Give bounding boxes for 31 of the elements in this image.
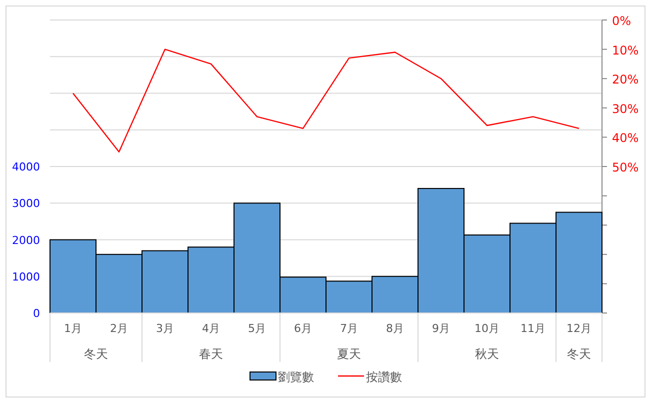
x-tick-label: 12月	[566, 322, 592, 335]
x-tick-label: 7月	[340, 322, 358, 335]
y-tick-label: 1000	[12, 270, 40, 284]
y2-tick-label: 20%	[612, 72, 639, 87]
x-tick-label: 4月	[202, 322, 220, 335]
text: 秋天	[475, 347, 499, 361]
y-tick-label: 0	[33, 307, 40, 320]
x-tick-label: 6月	[294, 322, 312, 335]
text: 冬天	[84, 347, 108, 361]
y-tick-label: 4000	[12, 160, 40, 174]
y2-tick-label: 40%	[612, 131, 639, 146]
legend-label: 劉覽數	[278, 370, 314, 384]
y-tick-label: 3000	[12, 197, 40, 210]
y2-tick-label: 50%	[612, 160, 639, 174]
y2-tick-label: 10%	[612, 43, 639, 58]
x-tick-label: 1月	[64, 322, 82, 335]
text: 春天	[199, 347, 223, 361]
y2-tick-label: 0%	[612, 14, 632, 28]
x-tick-label: 2月	[110, 322, 128, 335]
y-tick-label: 2000	[12, 234, 40, 247]
y2-tick-label: 30%	[612, 102, 639, 116]
x-tick-label: 3月	[156, 322, 174, 335]
x-tick-label: 11月	[520, 322, 546, 335]
line-series	[72, 48, 580, 152]
text: 夏天	[337, 347, 361, 361]
x-tick-label: 10月	[474, 322, 500, 335]
x-tick-label: 8月	[386, 322, 404, 335]
legend-label: 按讚數	[366, 370, 402, 384]
text: 冬天	[567, 347, 591, 361]
x-tick-label: 5月	[248, 322, 266, 335]
x-tick-label: 9月	[432, 322, 450, 335]
